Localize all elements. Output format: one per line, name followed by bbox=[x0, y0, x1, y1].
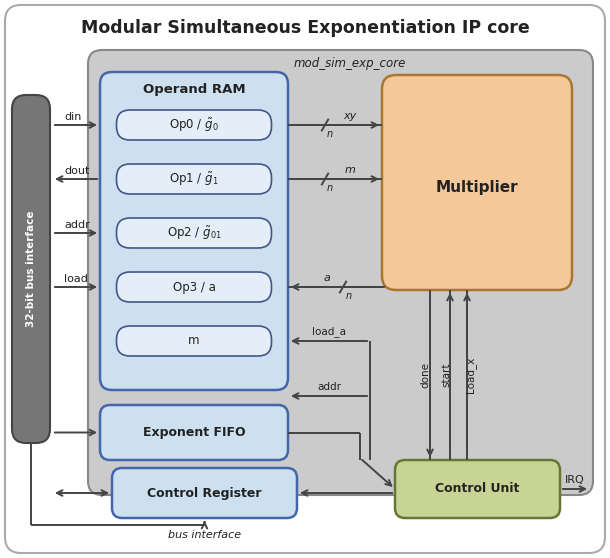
Text: load: load bbox=[64, 274, 88, 284]
FancyBboxPatch shape bbox=[382, 75, 572, 290]
Text: IRQ: IRQ bbox=[565, 475, 585, 485]
Text: n: n bbox=[327, 129, 333, 139]
Text: Op3 / a: Op3 / a bbox=[173, 281, 215, 294]
Text: Op0 / $\tilde{g}_0$: Op0 / $\tilde{g}_0$ bbox=[169, 116, 219, 134]
FancyBboxPatch shape bbox=[100, 405, 288, 460]
FancyBboxPatch shape bbox=[117, 326, 271, 356]
Text: xy: xy bbox=[343, 111, 357, 121]
FancyBboxPatch shape bbox=[117, 218, 271, 248]
Text: a: a bbox=[323, 273, 331, 283]
Text: mod_sim_exp_core: mod_sim_exp_core bbox=[294, 56, 406, 70]
FancyBboxPatch shape bbox=[12, 95, 50, 443]
Text: dout: dout bbox=[64, 166, 90, 176]
Text: Control Unit: Control Unit bbox=[436, 483, 520, 496]
Text: Control Register: Control Register bbox=[147, 487, 262, 499]
Text: done: done bbox=[420, 362, 430, 388]
Text: Exponent FIFO: Exponent FIFO bbox=[143, 426, 245, 439]
FancyBboxPatch shape bbox=[5, 5, 605, 553]
Text: start: start bbox=[441, 363, 451, 387]
FancyBboxPatch shape bbox=[88, 50, 593, 495]
FancyBboxPatch shape bbox=[117, 272, 271, 302]
Text: bus interface: bus interface bbox=[168, 530, 242, 540]
Text: m: m bbox=[188, 334, 199, 348]
Text: din: din bbox=[64, 112, 81, 122]
Text: n: n bbox=[346, 291, 352, 301]
Text: Load_x: Load_x bbox=[465, 357, 476, 393]
FancyBboxPatch shape bbox=[100, 72, 288, 390]
FancyBboxPatch shape bbox=[117, 110, 271, 140]
FancyBboxPatch shape bbox=[395, 460, 560, 518]
Text: m: m bbox=[345, 165, 356, 175]
Text: load_a: load_a bbox=[312, 326, 346, 338]
Text: Op2 / $\tilde{g}_{01}$: Op2 / $\tilde{g}_{01}$ bbox=[167, 224, 221, 242]
Text: addr: addr bbox=[317, 382, 341, 392]
Text: 32-bit bus interface: 32-bit bus interface bbox=[26, 211, 36, 327]
FancyBboxPatch shape bbox=[112, 468, 297, 518]
Text: Operand RAM: Operand RAM bbox=[143, 84, 245, 97]
Text: Op1 / $\tilde{g}_1$: Op1 / $\tilde{g}_1$ bbox=[169, 170, 219, 187]
Text: Multiplier: Multiplier bbox=[436, 180, 518, 195]
FancyBboxPatch shape bbox=[117, 164, 271, 194]
Text: Modular Simultaneous Exponentiation IP core: Modular Simultaneous Exponentiation IP c… bbox=[81, 19, 529, 37]
Text: n: n bbox=[327, 183, 333, 193]
Text: addr: addr bbox=[64, 220, 90, 230]
